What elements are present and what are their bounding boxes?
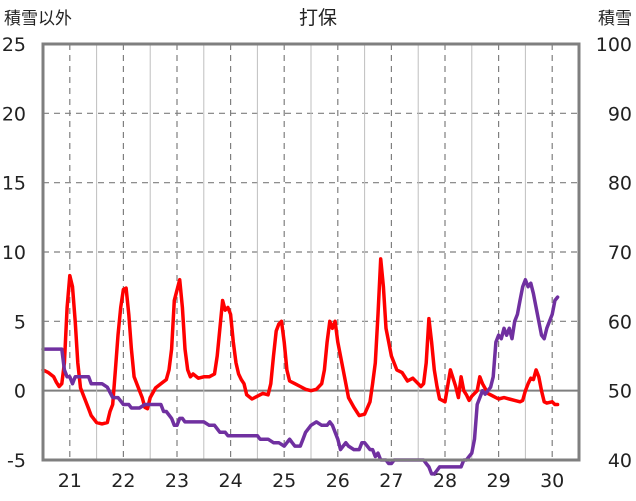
x-tick-label: 22 <box>111 470 135 492</box>
left-tick-label: -5 <box>7 450 26 472</box>
left-tick-label: 10 <box>2 242 26 264</box>
plot-frame <box>41 42 581 462</box>
grid-lines <box>43 44 579 460</box>
left-tick-label: 15 <box>2 173 26 195</box>
x-tick-label: 23 <box>165 470 189 492</box>
right-axis-label: 積雪 <box>598 9 632 29</box>
series-lines <box>41 257 560 476</box>
x-tick-label: 27 <box>379 470 403 492</box>
x-tick-label: 26 <box>326 470 350 492</box>
left-tick-label: 0 <box>14 381 26 403</box>
right-tick-label: 90 <box>608 103 632 125</box>
right-tick-label: 80 <box>608 173 632 195</box>
snow-depth-line <box>41 277 560 476</box>
x-tick-label: 24 <box>219 470 243 492</box>
other-series-line <box>41 257 560 426</box>
right-tick-label: 70 <box>608 242 632 264</box>
right-tick-label: 60 <box>608 311 632 333</box>
x-tick-label: 21 <box>58 470 82 492</box>
x-tick-label: 25 <box>272 470 296 492</box>
left-tick-label: 25 <box>2 34 26 56</box>
x-tick-label: 30 <box>540 470 564 492</box>
left-axis-label: 積雪以外 <box>4 9 72 29</box>
left-tick-label: 5 <box>14 311 26 333</box>
right-tick-label: 40 <box>608 450 632 472</box>
chart-title: 打保 <box>299 7 337 29</box>
right-tick-label: 50 <box>608 381 632 403</box>
x-tick-label: 28 <box>433 470 457 492</box>
left-tick-label: 20 <box>2 103 26 125</box>
right-tick-label: 100 <box>596 34 632 56</box>
x-tick-label: 29 <box>487 470 511 492</box>
